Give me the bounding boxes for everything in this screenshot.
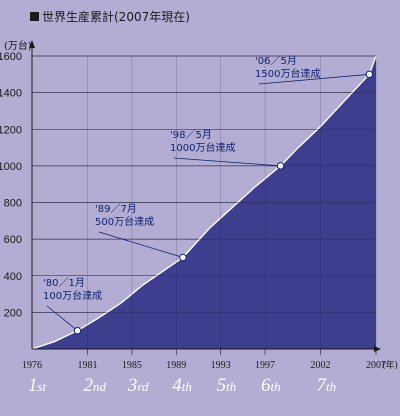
- generation-suffix: th: [226, 379, 236, 394]
- chart-title-text: 世界生産累計(2007年現在): [42, 10, 190, 24]
- y-tick-label: 1400: [0, 88, 22, 100]
- milestone-marker: [276, 162, 285, 170]
- chart-title: 世界生産累計(2007年現在): [30, 8, 190, 25]
- milestone-leader: [173, 157, 281, 167]
- generation-number: 7: [317, 375, 328, 396]
- y-tick-label: 1600: [0, 51, 22, 63]
- y-tick-label: 200: [4, 307, 22, 319]
- milestone-date: '80／1月: [43, 277, 85, 289]
- milestone-leader: [98, 231, 184, 258]
- y-tick-label: 400: [4, 271, 22, 283]
- generation-label: 5th: [217, 375, 237, 396]
- generation-label: 3rd: [127, 375, 149, 396]
- x-tick-label: 2002: [311, 360, 331, 371]
- generation-number: 3: [127, 375, 138, 396]
- x-tick-label: 1993: [211, 360, 231, 371]
- y-axis-label: (万台): [4, 39, 32, 52]
- x-tick-label: 1981: [77, 360, 97, 371]
- x-tick-label: 1985: [122, 360, 142, 371]
- milestone-text: 500万台達成: [95, 215, 154, 228]
- generation-number: 6: [261, 375, 271, 396]
- generation-suffix: st: [38, 379, 47, 394]
- milestone-text: 1000万台達成: [170, 141, 235, 154]
- cumulative-line: [31, 55, 377, 350]
- x-tick-label: 1989: [166, 360, 186, 371]
- milestone-marker: [179, 253, 187, 262]
- generation-label: 7th: [317, 375, 337, 396]
- y-axis-arrow: [29, 40, 35, 48]
- generation-label: 6th: [261, 375, 281, 396]
- generation-suffix: rd: [137, 379, 149, 394]
- generation-suffix: th: [271, 379, 281, 394]
- generation-number: 1: [28, 375, 38, 396]
- y-tick-label: 800: [4, 198, 22, 210]
- x-tick-label: 1976: [22, 360, 42, 371]
- generation-number: 2: [83, 375, 93, 396]
- milestone-text: 100万台達成: [43, 289, 102, 302]
- generation-number: 4: [172, 375, 182, 396]
- milestone-marker: [365, 70, 374, 79]
- milestone-text: 1500万台達成: [255, 67, 320, 80]
- generation-label: 4th: [172, 375, 192, 396]
- x-axis-label: (年): [382, 359, 398, 371]
- x-tick-label: 2007: [366, 360, 386, 371]
- milestone-marker: [73, 326, 82, 335]
- milestone-date: '06／5月: [255, 55, 297, 67]
- milestone-date: '89／7月: [95, 203, 137, 215]
- generation-label: 2nd: [83, 375, 106, 396]
- x-tick-label: 1997: [255, 360, 275, 371]
- generation-suffix: th: [326, 379, 336, 394]
- title-square-icon: [30, 12, 39, 21]
- milestone-date: '98／5月: [170, 129, 212, 141]
- milestone-leader: [46, 305, 78, 331]
- x-axis-arrow: [374, 346, 381, 352]
- generation-suffix: th: [182, 379, 192, 394]
- y-tick-label: 1200: [0, 124, 22, 136]
- generation-label: 1st: [28, 375, 47, 396]
- y-tick-label: 600: [4, 234, 22, 246]
- generation-number: 5: [217, 375, 227, 396]
- y-tick-label: 1000: [0, 161, 22, 173]
- milestone-leader: [258, 73, 370, 85]
- generation-suffix: nd: [93, 379, 107, 394]
